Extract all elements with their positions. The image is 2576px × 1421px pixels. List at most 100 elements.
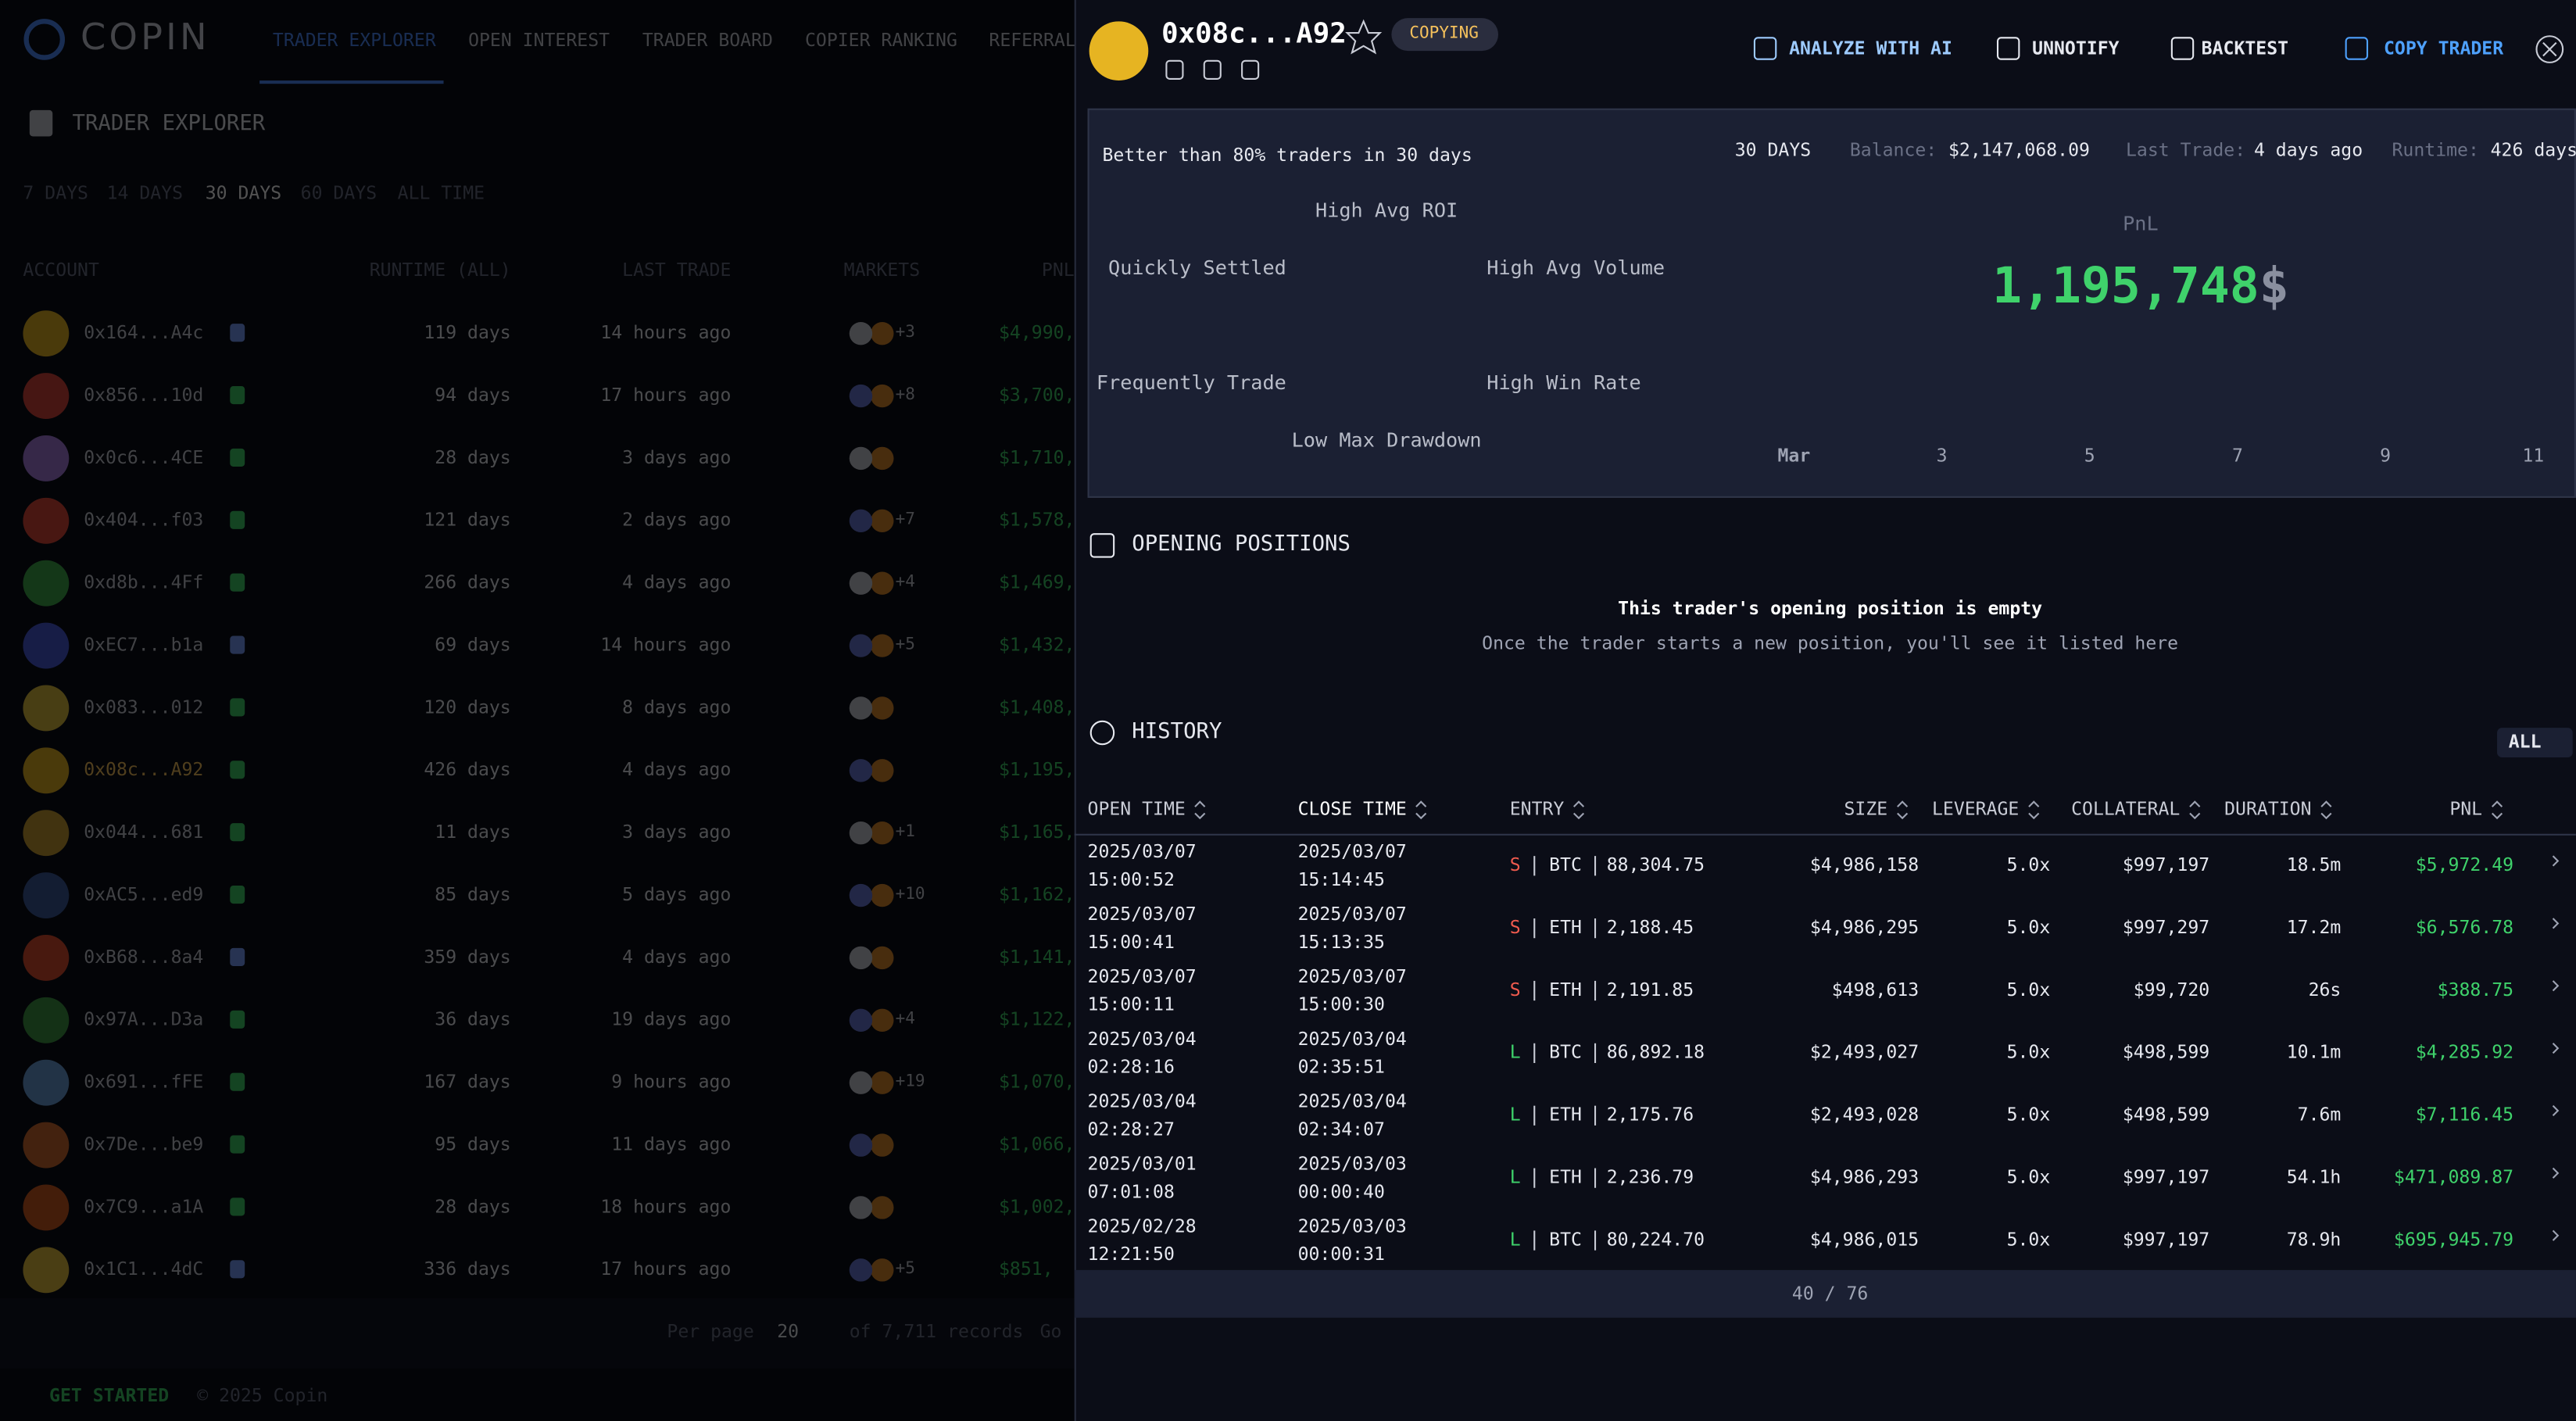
market: BTC (1549, 854, 1582, 876)
duration: 54.1h (2286, 1166, 2342, 1188)
close-time: 15:14:45 (1297, 868, 1385, 891)
sort-icon (1897, 800, 1909, 820)
duration: 17.2m (2286, 916, 2342, 939)
radar-label: Quickly Settled (1108, 256, 1286, 280)
action-icon (2345, 37, 2369, 60)
header-icon (1203, 59, 1222, 80)
badge-bg (1391, 18, 1499, 52)
side: S (1509, 979, 1521, 1001)
empty-text: Once the trader starts a new position, y… (1482, 632, 2179, 654)
side: L (1509, 1229, 1521, 1251)
history-header[interactable]: PNL (2449, 798, 2483, 820)
action-button[interactable]: COPY TRADER (2384, 38, 2504, 59)
close-time: 15:00:30 (1297, 993, 1385, 1016)
action-button[interactable]: ANALYZE WITH AI (1789, 38, 1952, 59)
action-button[interactable]: UNNOTIFY (2032, 38, 2120, 59)
empty-title: This trader's opening position is empty (1618, 598, 2043, 620)
leverage: 5.0x (2006, 1041, 2051, 1063)
trader-avatar (1089, 21, 1149, 81)
size: $4,986,293 (1809, 1166, 1919, 1188)
sort-icon (2491, 800, 2503, 820)
close-x (2542, 41, 2557, 57)
row-chevron (2552, 1043, 2560, 1054)
collateral: $997,197 (2122, 1229, 2210, 1251)
trader-name: 0x08c...A92 (1161, 18, 1347, 52)
star (1345, 19, 1383, 55)
open-time: 15:00:41 (1087, 931, 1175, 954)
header-icon (1241, 59, 1260, 80)
size: $498,613 (1831, 979, 1919, 1001)
open-time: 07:01:08 (1087, 1181, 1175, 1203)
close-date: 2025/03/03 (1297, 1215, 1407, 1237)
leverage: 5.0x (2006, 979, 2051, 1001)
open-date: 2025/03/01 (1087, 1153, 1197, 1175)
x-tick-label: Mar (1777, 445, 1811, 467)
history-header[interactable]: DURATION (2224, 798, 2312, 820)
x-tick-label: 5 (2084, 445, 2095, 467)
period-select[interactable]: 30 DAYS (1734, 139, 1812, 161)
x-tick-label: 3 (1936, 445, 1948, 467)
leverage: 5.0x (2006, 854, 2051, 876)
pnl-value: 1,195,748$ (1992, 256, 2289, 319)
open-time: 15:00:52 (1087, 868, 1175, 891)
sort-icon (2320, 800, 2332, 820)
pagination: 40 / 76 (1791, 1283, 1869, 1305)
history-header[interactable]: OPEN TIME (1087, 798, 1186, 820)
history-header[interactable]: ENTRY (1509, 798, 1565, 820)
entry-price: 2,188.45 (1606, 916, 1694, 939)
entry-price: 88,304.75 (1606, 854, 1705, 876)
action-button[interactable]: BACKTEST (2201, 38, 2289, 59)
leverage: 5.0x (2006, 1166, 2051, 1188)
action-icon (2170, 37, 2195, 60)
duration: 7.6m (2297, 1104, 2342, 1126)
sort-icon (1415, 800, 1427, 820)
pnl: $5,972.49 (2415, 854, 2514, 876)
size: $4,986,295 (1809, 916, 1919, 939)
history-icon (1089, 720, 1115, 746)
history-header[interactable]: COLLATERAL (2071, 798, 2181, 820)
opening-icon (1089, 533, 1115, 558)
pnl: $471,089.87 (2393, 1166, 2514, 1188)
collateral: $997,197 (2122, 854, 2210, 876)
radar-label: High Avg Volume (1487, 256, 1665, 280)
open-time: 02:28:16 (1087, 1056, 1175, 1078)
open-date: 2025/02/28 (1087, 1215, 1197, 1237)
duration: 78.9h (2286, 1229, 2342, 1251)
pagination-bar (1074, 1269, 2576, 1318)
market: ETH (1549, 1104, 1582, 1126)
badge: COPYING (1409, 24, 1479, 43)
sort-icon (1194, 800, 1206, 820)
history-filter[interactable]: ALL (2508, 731, 2542, 753)
market: ETH (1549, 916, 1582, 939)
size: $2,493,027 (1809, 1041, 1919, 1063)
radar-title: Better than 80% traders in 30 days (1102, 144, 1472, 166)
leverage: 5.0x (2006, 916, 2051, 939)
close-date: 2025/03/07 (1297, 904, 1407, 925)
history-header[interactable]: SIZE (1844, 798, 1888, 820)
entry-price: 2,175.76 (1606, 1104, 1694, 1126)
collateral: $997,197 (2122, 1166, 2210, 1188)
open-date: 2025/03/04 (1087, 1090, 1197, 1113)
side: L (1509, 1104, 1521, 1126)
open-time: 02:28:27 (1087, 1119, 1175, 1140)
history-header[interactable]: CLOSE TIME (1297, 798, 1407, 820)
leverage: 5.0x (2006, 1229, 2051, 1251)
entry-price: 2,236.79 (1606, 1166, 1694, 1188)
radar-label: High Win Rate (1487, 371, 1641, 395)
open-time: 15:00:11 (1087, 993, 1175, 1016)
entry-price: 86,892.18 (1606, 1041, 1705, 1063)
radar-label: High Avg ROI (1315, 199, 1458, 222)
x-tick-label: 7 (2231, 445, 2243, 467)
stat: 426 days (2490, 139, 2576, 161)
close-date: 2025/03/07 (1297, 841, 1407, 863)
side: S (1509, 916, 1521, 939)
size: $2,493,028 (1809, 1104, 1919, 1126)
market: ETH (1549, 1166, 1582, 1188)
close-time: 02:34:07 (1297, 1119, 1385, 1140)
history-header[interactable]: LEVERAGE (1931, 798, 2020, 820)
radar-label: Frequently Trade (1096, 371, 1286, 395)
duration: 18.5m (2286, 854, 2342, 876)
market: BTC (1549, 1229, 1582, 1251)
pnl: $695,945.79 (2393, 1229, 2514, 1251)
